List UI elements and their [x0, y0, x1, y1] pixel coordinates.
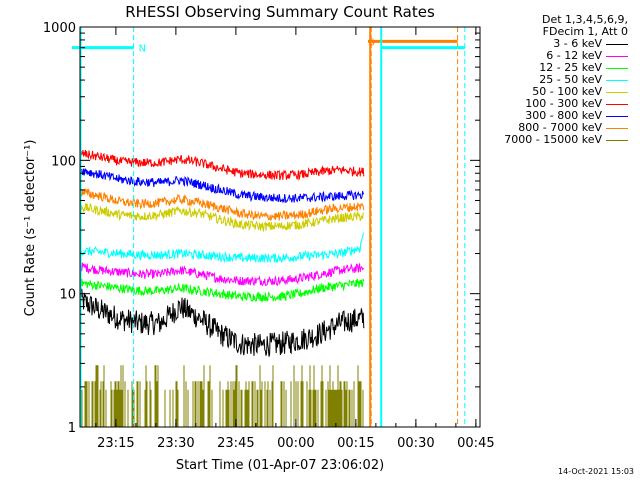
trace-line [79, 168, 365, 204]
series-50-100-keV-kev [79, 202, 365, 233]
legend-label: 300 - 800 keV [525, 109, 602, 122]
series-6-12-keV-kev [79, 262, 365, 287]
legend-header-detectors: Det 1,3,4,5,6,9, [541, 13, 628, 26]
legend-label: 6 - 12 keV [546, 49, 602, 62]
legend-label: 7000 - 15000 keV [504, 133, 602, 146]
x-tick-label: 23:15 [97, 436, 134, 451]
trace-line [79, 187, 365, 221]
legend-label: 12 - 25 keV [539, 61, 602, 74]
legend-swatch [606, 56, 628, 57]
legend-entry: 300 - 800 keV [480, 110, 630, 122]
legend: Det 1,3,4,5,6,9, FDecim 1, Att 0 3 - 6 k… [480, 14, 630, 146]
legend-entry: 3 - 6 keV [480, 38, 630, 50]
plot-frame [79, 26, 481, 428]
legend-swatch [606, 128, 628, 129]
x-tick-label: 00:45 [457, 436, 494, 451]
series-800-7000-keV-kev [79, 187, 365, 221]
flag-label: N [139, 44, 146, 55]
series-25-50-keV-kev [79, 232, 365, 264]
legend-swatch [606, 80, 628, 81]
legend-label: 800 - 7000 keV [518, 121, 602, 134]
x-tick-label: 00:30 [397, 436, 434, 451]
trace-line [79, 232, 365, 264]
legend-entry: 50 - 100 keV [480, 86, 630, 98]
legend-entry: 800 - 7000 keV [480, 122, 630, 134]
flag-annotation-n: N [72, 27, 146, 427]
axes-layer: 23:15 23:30 23:45 00:00 00:15 00:30 00:45 1 10 10… [43, 21, 495, 451]
flag-annotation-3 [380, 27, 466, 427]
series-12-25-keV-kev [79, 278, 365, 304]
x-axis-label: Start Time (01-Apr-07 23:06:02) [176, 458, 384, 473]
x-tick-label: 23:30 [157, 436, 194, 451]
series-3-6-keV-kev [79, 288, 365, 357]
legend-swatch [606, 44, 628, 45]
chart-title: RHESSI Observing Summary Count Rates [125, 3, 435, 21]
x-tick-label: 00:15 [337, 436, 374, 451]
x-tick-label: 23:45 [217, 436, 254, 451]
flag-annotation-s: S [368, 27, 382, 427]
legend-entry: 7000 - 15000 keV [480, 134, 630, 146]
legend-entry: 100 - 300 keV [480, 98, 630, 110]
legend-label: 25 - 50 keV [539, 73, 602, 86]
legend-swatch [606, 104, 628, 105]
series-layer [79, 149, 365, 427]
trace-line [79, 278, 365, 304]
legend-items: 3 - 6 keV 6 - 12 keV 12 - 25 keV 25 - 50 ke… [480, 38, 630, 146]
y-tick-label: 100 [51, 154, 76, 169]
legend-swatch [606, 92, 628, 93]
trace-line [79, 288, 365, 357]
legend-header-decimation: FDecim 1, Att 0 [542, 25, 628, 38]
legend-label: 50 - 100 keV [532, 85, 602, 98]
series-100-300-keV-kev [79, 149, 365, 181]
flag-label: S [368, 37, 374, 48]
legend-swatch [606, 116, 628, 117]
flag-annotation-2 [381, 27, 459, 427]
series-7000-15000-keV-kev [80, 365, 364, 427]
legend-entry: 25 - 50 keV [480, 74, 630, 86]
y-tick-label: 1 [68, 421, 76, 436]
legend-entry: 6 - 12 keV [480, 50, 630, 62]
series-300-800-keV-kev [79, 168, 365, 204]
trace-line [79, 202, 365, 233]
y-tick-label: 10 [59, 288, 76, 303]
trace-line [79, 262, 365, 287]
legend-label: 3 - 6 keV [553, 37, 602, 50]
legend-label: 100 - 300 keV [525, 97, 602, 110]
legend-entry: 12 - 25 keV [480, 62, 630, 74]
legend-swatch [606, 68, 628, 69]
legend-swatch [606, 140, 628, 141]
trace-line [79, 149, 365, 181]
y-axis-label: Count Rate (s⁻¹ detector⁻¹) [23, 140, 38, 317]
datestamp: 14-Oct-2021 15:03 [558, 467, 634, 476]
trace-line [80, 365, 364, 427]
x-tick-label: 00:00 [277, 436, 314, 451]
y-tick-label: 1000 [43, 21, 76, 36]
annotation-layer: NS [72, 27, 466, 427]
